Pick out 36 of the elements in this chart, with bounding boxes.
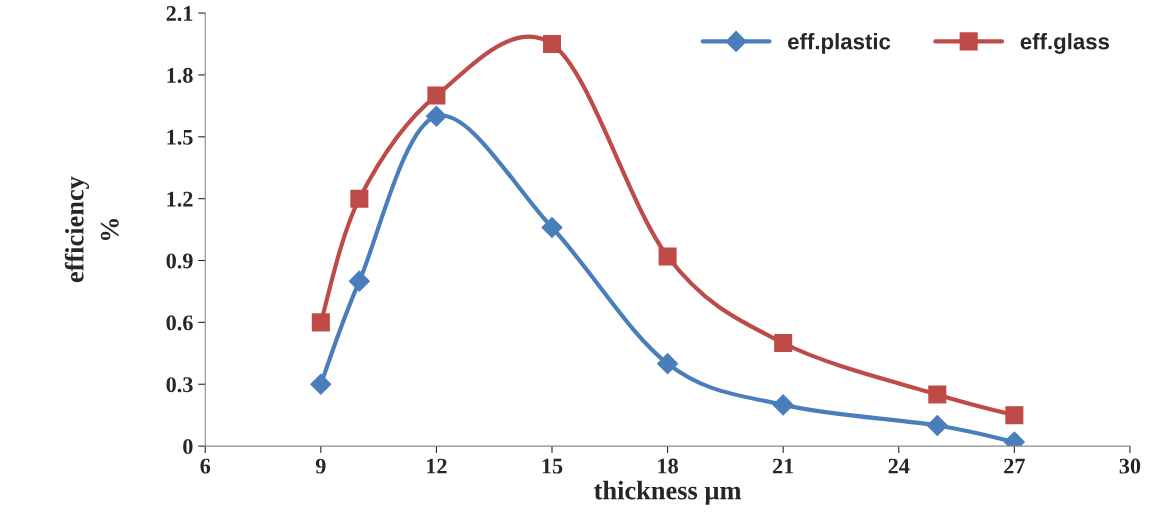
point xyxy=(350,189,369,208)
point xyxy=(425,105,447,127)
point xyxy=(657,353,679,375)
point xyxy=(772,394,794,416)
point xyxy=(658,247,677,266)
point xyxy=(774,333,793,353)
point xyxy=(348,270,370,292)
point xyxy=(541,217,563,239)
point xyxy=(427,86,446,105)
point xyxy=(310,373,332,395)
x-tick-label: 18 xyxy=(658,458,678,474)
y-tick-label: 0.3 xyxy=(166,377,193,393)
point xyxy=(928,385,947,404)
y-axis-title: efficiency % xyxy=(64,176,119,283)
y-tick-label: 0.9 xyxy=(166,253,193,269)
x-tick-label: 21 xyxy=(773,458,794,474)
y-tick-label: 1.5 xyxy=(167,129,193,145)
x-tick-label: 15 xyxy=(542,458,563,474)
y-tick-label: 1.8 xyxy=(167,67,193,83)
point xyxy=(926,414,948,437)
x-tick-label: 6 xyxy=(200,458,211,474)
x-tick-label: 27 xyxy=(1004,458,1025,474)
x-tick-label: 24 xyxy=(888,458,910,474)
x-axis-title: thickness µm xyxy=(594,480,742,505)
x-tick-label: 12 xyxy=(427,458,447,474)
point xyxy=(1005,406,1024,425)
x-tick-label: 30 xyxy=(1119,458,1141,474)
y-tick-label: 0 xyxy=(183,439,193,455)
legend-label: eff.glass xyxy=(1020,33,1110,54)
x-tick-label: 9 xyxy=(315,458,326,474)
y-tick-label: 2.1 xyxy=(166,6,193,22)
legend-label: eff.plastic xyxy=(788,33,891,54)
y-tick-label: 1.2 xyxy=(167,191,193,207)
point xyxy=(311,313,330,332)
point xyxy=(542,34,562,54)
y-tick-label: 0.6 xyxy=(166,315,193,331)
